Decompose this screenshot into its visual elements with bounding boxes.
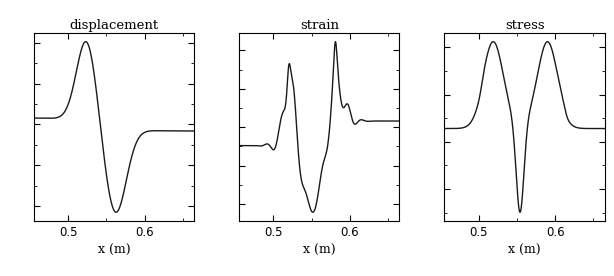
Title: displacement: displacement (69, 19, 158, 32)
Title: stress: stress (505, 19, 545, 32)
X-axis label: x (m): x (m) (508, 244, 541, 257)
X-axis label: x (m): x (m) (303, 244, 336, 257)
Title: strain: strain (300, 19, 339, 32)
X-axis label: x (m): x (m) (98, 244, 130, 257)
